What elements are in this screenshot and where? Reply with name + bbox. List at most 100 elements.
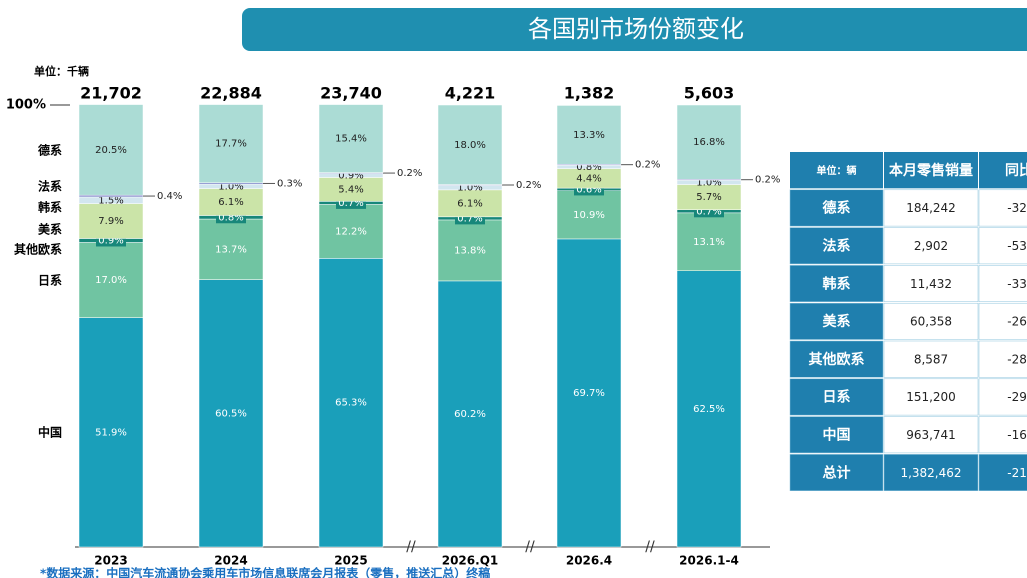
table-cell-text: -26. xyxy=(1007,315,1027,329)
table-cell-text: -32. xyxy=(1007,201,1027,215)
table-cell xyxy=(883,302,979,340)
legend-label: 法系 xyxy=(38,179,62,194)
table-cell-text: 1,382,462 xyxy=(900,466,961,480)
data-label: 69.7% xyxy=(573,388,605,399)
data-label: 0.7% xyxy=(338,198,363,209)
footnote: *数据来源：中国汽车流通协会乘用车市场信息联席会月报表（零售，推送汇总）终稿 xyxy=(40,566,490,578)
data-label: 60.2% xyxy=(454,409,486,420)
axis-breaks: // // // xyxy=(406,539,655,555)
table-cell xyxy=(883,340,979,378)
legend-label: 中国 xyxy=(38,425,62,440)
bar-segment xyxy=(198,104,264,184)
y-tick-label: 100% xyxy=(6,98,46,113)
data-label: 65.3% xyxy=(335,398,367,409)
table-cell-text: -16. xyxy=(1007,428,1027,442)
data-label: 0.2% xyxy=(635,160,660,171)
bar-segment xyxy=(198,188,264,216)
data-label: 12.2% xyxy=(335,226,367,237)
data-label: 7.9% xyxy=(98,216,123,227)
data-label: 1.0% xyxy=(696,177,721,188)
total-label: 22,884 xyxy=(200,84,262,103)
table-cell xyxy=(789,378,884,416)
bar-segment xyxy=(437,104,503,185)
table-cell-text: 中国 xyxy=(823,427,851,444)
table-cell xyxy=(883,378,979,416)
x-tick-label: 2026.Q1 xyxy=(442,554,499,568)
table-cell-text: 11,432 xyxy=(910,277,952,291)
bar-segment xyxy=(556,105,622,165)
data-label: 1.5% xyxy=(98,195,123,206)
x-tick-label: 2026.1-4 xyxy=(679,554,739,568)
table-cell-text: 美系 xyxy=(823,313,851,330)
total-label: 4,221 xyxy=(445,84,496,103)
data-label: 20.5% xyxy=(95,145,127,156)
table-cell xyxy=(978,302,1027,340)
table-cell xyxy=(978,340,1027,378)
bar-segment xyxy=(78,317,144,548)
bar-segment xyxy=(318,204,384,259)
table-cell-text: 韩系 xyxy=(823,275,851,292)
legend-label: 其他欧系 xyxy=(14,242,62,257)
bar-segment xyxy=(78,203,144,239)
data-label: 6.1% xyxy=(457,198,482,209)
bar-segment xyxy=(556,238,622,548)
table-cell-text: 总计 xyxy=(823,464,851,481)
data-label: 4.4% xyxy=(576,173,601,184)
table-cell xyxy=(978,378,1027,416)
data-label: 5.4% xyxy=(338,184,363,195)
legend-label: 韩系 xyxy=(38,200,62,215)
table-cell xyxy=(883,227,979,265)
bar-segment xyxy=(198,218,264,280)
table-cell xyxy=(978,189,1027,227)
x-tick-label: 2025 xyxy=(334,554,367,568)
data-label: 0.3% xyxy=(277,178,302,189)
bar-segment xyxy=(318,104,384,173)
table-cell-text: -21. xyxy=(1007,466,1027,480)
bar-segment xyxy=(198,279,264,548)
table-cell-text: -33. xyxy=(1007,277,1027,291)
legend-label: 德系 xyxy=(38,143,62,158)
table-cell xyxy=(789,340,884,378)
table-cell-text: 德系 xyxy=(823,200,851,217)
axis-break: // xyxy=(525,539,535,555)
bar-segment xyxy=(437,189,503,218)
table-header: 本月零售销量 xyxy=(889,162,973,179)
bar-segment xyxy=(676,184,742,211)
total-label: 21,702 xyxy=(80,84,142,103)
data-label: 0.4% xyxy=(157,191,182,202)
bar-segment xyxy=(78,104,144,196)
table-cell xyxy=(883,265,979,302)
table-header: 单位：辆 xyxy=(817,164,857,177)
bar-segment xyxy=(556,190,622,240)
table-cell-text: 184,242 xyxy=(906,201,956,215)
data-label: 0.7% xyxy=(457,213,482,224)
data-label: 60.5% xyxy=(215,408,247,419)
x-tick-label: 2023 xyxy=(94,554,127,568)
table-cell-text: 963,741 xyxy=(906,428,956,442)
data-label: 1.0% xyxy=(457,183,482,194)
title-bar xyxy=(242,8,1027,51)
chart-title: 各国别市场份额变化 xyxy=(528,15,744,43)
data-label: 0.6% xyxy=(576,184,601,195)
table-cell-text: 8,587 xyxy=(914,352,948,366)
bar-segment xyxy=(676,270,742,548)
table-cell-text: -29. xyxy=(1007,390,1027,404)
bar-segment xyxy=(78,194,144,198)
data-label: 0.9% xyxy=(98,235,123,246)
data-label: 6.1% xyxy=(218,197,243,208)
legend-label: 美系 xyxy=(38,222,62,237)
data-label: 0.7% xyxy=(696,206,721,217)
table-cell xyxy=(883,454,979,491)
table-cell xyxy=(789,302,884,340)
table-cell-text: 2,902 xyxy=(914,239,948,253)
data-label: 0.9% xyxy=(338,170,363,181)
table-cell xyxy=(978,227,1027,265)
data-label: 0.8% xyxy=(218,212,243,223)
table-cell-text: -53. xyxy=(1007,239,1027,253)
data-label: 16.8% xyxy=(693,137,725,148)
data-label: 0.8% xyxy=(576,162,601,173)
table-cell xyxy=(789,265,884,302)
data-label: 18.0% xyxy=(454,140,486,151)
bar-segment xyxy=(318,258,384,548)
